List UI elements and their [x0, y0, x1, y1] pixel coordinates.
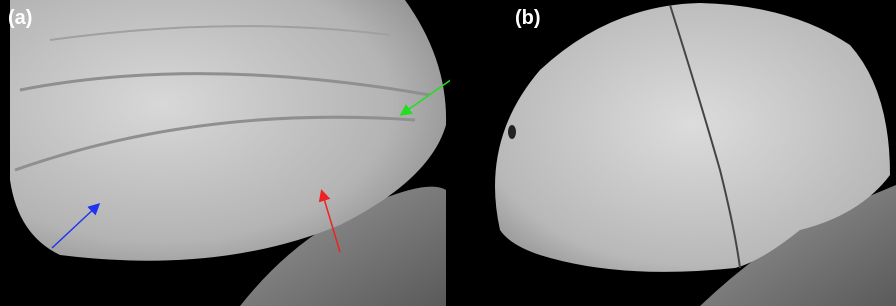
figure: (a) (b) [0, 0, 896, 306]
hole [508, 125, 516, 139]
panel-b: (b) [450, 0, 896, 306]
panel-label: (b) [515, 7, 541, 29]
panel-label: (a) [8, 7, 32, 29]
panel-a: (a) [0, 0, 465, 306]
page: (a) (b) (() => { const data = JSON.parse… [0, 0, 896, 306]
